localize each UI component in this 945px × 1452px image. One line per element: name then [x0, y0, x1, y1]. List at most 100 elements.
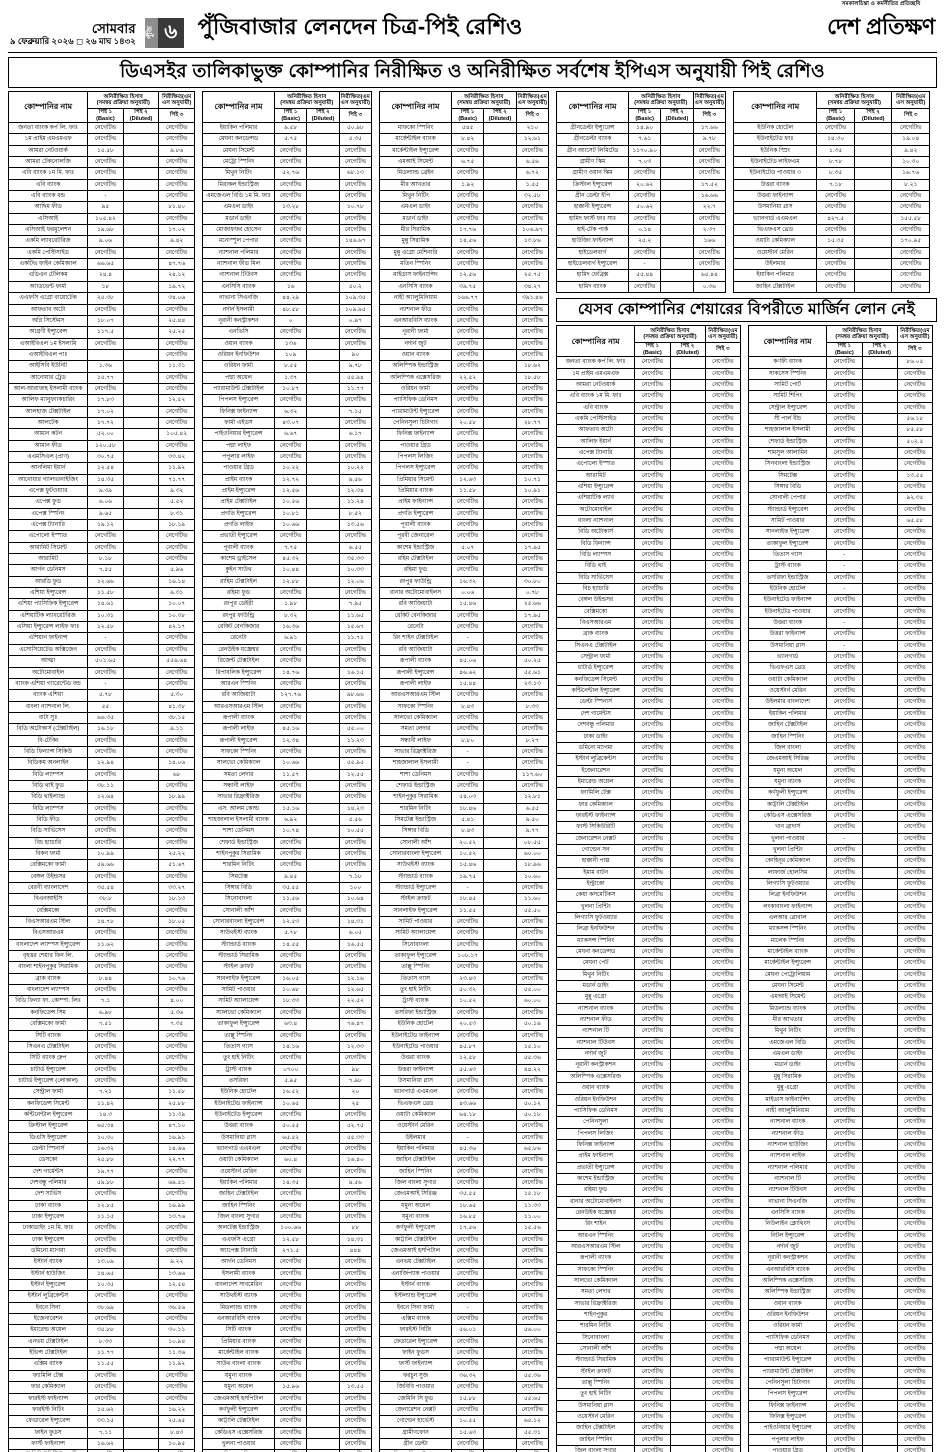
cell-company-name: ম্যাকসন্স স্পিনিং — [555, 934, 636, 948]
cell-pie1: নেগেটিভ — [634, 1388, 671, 1401]
cell-pie3: নেগেটিভ — [515, 689, 550, 702]
cell-company-name: ইভিন্স টেক্সটাইল — [7, 1347, 89, 1360]
cell-company-name: এআইবিএল ১ম ইসলামি — [7, 337, 89, 350]
cell-pie2 — [861, 390, 898, 403]
cell-company-name: ন্যাশনাল টি — [747, 1172, 828, 1186]
cell-pie3: নেগেটিভ — [338, 1029, 373, 1042]
cell-pie3: ১০.৯১ — [515, 484, 550, 498]
cell-pie1: ১০.৭৪ — [273, 825, 308, 838]
cell-pie3: নেগেটিভ — [704, 503, 742, 516]
cell-company-name: স্টাইল ক্রাফট — [555, 1365, 636, 1379]
cell-pie2 — [669, 401, 706, 414]
table-row: নূরানী কনস্ট্রাকশন নেগেটিভ নেগেটিভ — [747, 1252, 934, 1265]
cell-pie1: ৬.০৬ — [87, 496, 124, 509]
cell-pie3: নেগেটিভ — [338, 258, 373, 271]
cell-pie1: ১২.৮৮ — [273, 575, 308, 589]
cell-pie2 — [861, 605, 898, 619]
cell-pie2 — [306, 541, 340, 555]
cell-pie2 — [669, 662, 706, 675]
cell-pie2 — [483, 167, 517, 180]
cell-pie1: নেগেটিভ — [87, 1063, 124, 1076]
cell-pie2 — [861, 401, 898, 414]
table-row: এনার্জিপ্যাক পাওয়ার নেগেটিভ নেগেটিভ — [379, 1267, 550, 1281]
table-row: সামিট পাওয়ার নেগেটিভ নেগেটিভ — [379, 916, 550, 929]
cell-pie2 — [660, 258, 694, 271]
cell-pie2 — [483, 326, 517, 339]
cell-pie1: ১০.৪৪ — [273, 564, 308, 577]
cell-pie1: ১৪.৭৮ — [87, 916, 124, 929]
cell-company-name: এশিয়াটিক ল্যাব — [555, 492, 636, 505]
cell-company-name: ১ম প্রাইম এমএমএফ — [7, 133, 89, 146]
cell-pie2 — [861, 1297, 898, 1311]
cell-pie2 — [861, 1365, 898, 1379]
cell-pie1: নেগেটিভ — [450, 723, 485, 736]
cell-pie2 — [669, 1297, 706, 1311]
cell-pie2 — [306, 1415, 340, 1428]
table-row: বিডি সার্ভিসেস নেগেটিভ নেগেটিভ — [7, 825, 195, 838]
table-row: ইউনাইটেড পাওয়ার ৩ ৮.৩৫ ১৬.৭৬ — [732, 167, 930, 180]
th-unaudited-group: অনিরীক্ষিত হিসাব (সমন্বয় প্রক্রিয়া অনুয… — [826, 325, 898, 344]
cell-pie3: নেগেটিভ — [338, 1210, 373, 1224]
table-row: বাংলা ন্যাশনাল নেগেটিভ নেগেটিভ — [555, 514, 742, 528]
table-row: গ্রীনডেল্টা ব্যাংক ৭.৬১ ৯.৭৮ — [556, 133, 727, 146]
cell-pie1: নেগেটিভ — [450, 768, 485, 781]
cell-pie2 — [483, 314, 517, 328]
cell-pie2 — [483, 632, 517, 645]
cell-pie2 — [483, 1108, 517, 1122]
cell-company-name: পপুলার লাইফ — [202, 450, 275, 464]
cell-pie2 — [122, 530, 160, 543]
cell-pie3: নেগেটিভ — [896, 1014, 934, 1027]
cell-pie2 — [483, 575, 517, 589]
cell-pie3: নেগেটিভ — [704, 390, 742, 403]
cell-company-name: ন্যাশনাল লাইফ — [747, 1150, 828, 1163]
cell-company-name: চাটার্ড ইন্স্যুরেন্স (লোকাল) — [7, 1074, 89, 1088]
cell-company-name: ভ্যানগার্ড — [747, 651, 828, 664]
cell-pie2 — [483, 156, 517, 169]
table-row: স্ট্যান্ডার্ড ব্যাংক ১৪.৫৫ ১৬.৫৫ — [202, 938, 373, 952]
cell-pie1: - — [450, 757, 485, 770]
cell-pie2 — [669, 526, 706, 539]
cell-pie3: ৯৮.৬৬ — [338, 689, 373, 702]
cell-pie1: নেগেটিভ — [87, 121, 124, 135]
cell-pie3: নেগেটিভ — [704, 651, 742, 664]
cell-pie2 — [669, 934, 706, 948]
table-row: হামিদ ফেব্রিক্স ৫৫.৪৪ ৬৫.৪৪ — [556, 269, 727, 282]
cell-pie2 — [122, 1369, 160, 1383]
cell-pie2 — [122, 666, 160, 679]
table-row: সোনালী আঁশ নেগেটিভ নেগেটিভ — [202, 904, 373, 918]
cell-company-name: সিনোবাংলা — [555, 1331, 636, 1345]
cell-pie2 — [861, 809, 898, 823]
cell-pie1: নেগেটিভ — [273, 1313, 308, 1326]
table-row: এবি ব্যাংক নেগেটিভ নেগেটিভ — [555, 401, 742, 414]
table-row: আর্গন ডেনিমস নেগেটিভ নেগেটিভ — [202, 1256, 373, 1269]
cell-company-name: ইবনে সিনা — [7, 1301, 89, 1315]
th-pie1: পিই ১ (Basic) — [450, 108, 485, 123]
cell-pie1: নেগেটিভ — [826, 469, 863, 482]
cell-pie1: নেগেটিভ — [634, 628, 671, 641]
table-row: সানলাইফ ইন্স্যুরেন্স নেগেটিভ নেগেটিভ — [747, 526, 934, 539]
cell-pie1: নেগেটিভ — [816, 190, 855, 203]
cell-pie3: নেগেটিভ — [515, 972, 550, 986]
table-row: আইসিবি ইউনিট ১.৩৬ ১১.৩১ — [7, 360, 195, 373]
cell-pie1: ৩৬.৩২ — [450, 1369, 485, 1383]
cell-pie1: ৮.৫৫ — [273, 360, 308, 373]
cell-pie3: নেগেটিভ — [338, 1347, 373, 1360]
cell-pie3: নেগেটিভ — [704, 1104, 742, 1118]
cell-pie3: ১৩.৬৬ — [158, 1267, 195, 1281]
table-row: স্ট্যান্ডার্ড সিরামিক নেগেটিভ নেগেটিভ — [202, 950, 373, 963]
cell-pie2 — [306, 904, 340, 918]
cell-pie3: ৬৫.১২ — [515, 1415, 550, 1428]
th-pie1: পিই ১ (Basic) — [87, 108, 124, 123]
cell-pie2 — [122, 972, 160, 986]
cell-pie1: নেগেটিভ — [87, 337, 124, 350]
cell-pie1: ৭.১১ — [87, 1426, 124, 1439]
cell-pie2 — [660, 224, 694, 237]
th-unaudited-group: অনিরীক্ষিত হিসাব (সমন্বয় প্রক্রিয়া অনুয… — [627, 91, 694, 109]
cell-pie2 — [306, 201, 340, 214]
cell-pie1: নেগেটিভ — [634, 401, 671, 414]
cell-pie3: নেগেটিভ — [896, 662, 934, 675]
cell-pie1: নেগেটিভ — [826, 775, 863, 789]
cell-pie2 — [861, 1036, 898, 1050]
cell-pie2 — [306, 1245, 340, 1258]
cell-pie1: নেগেটিভ — [450, 1233, 485, 1247]
